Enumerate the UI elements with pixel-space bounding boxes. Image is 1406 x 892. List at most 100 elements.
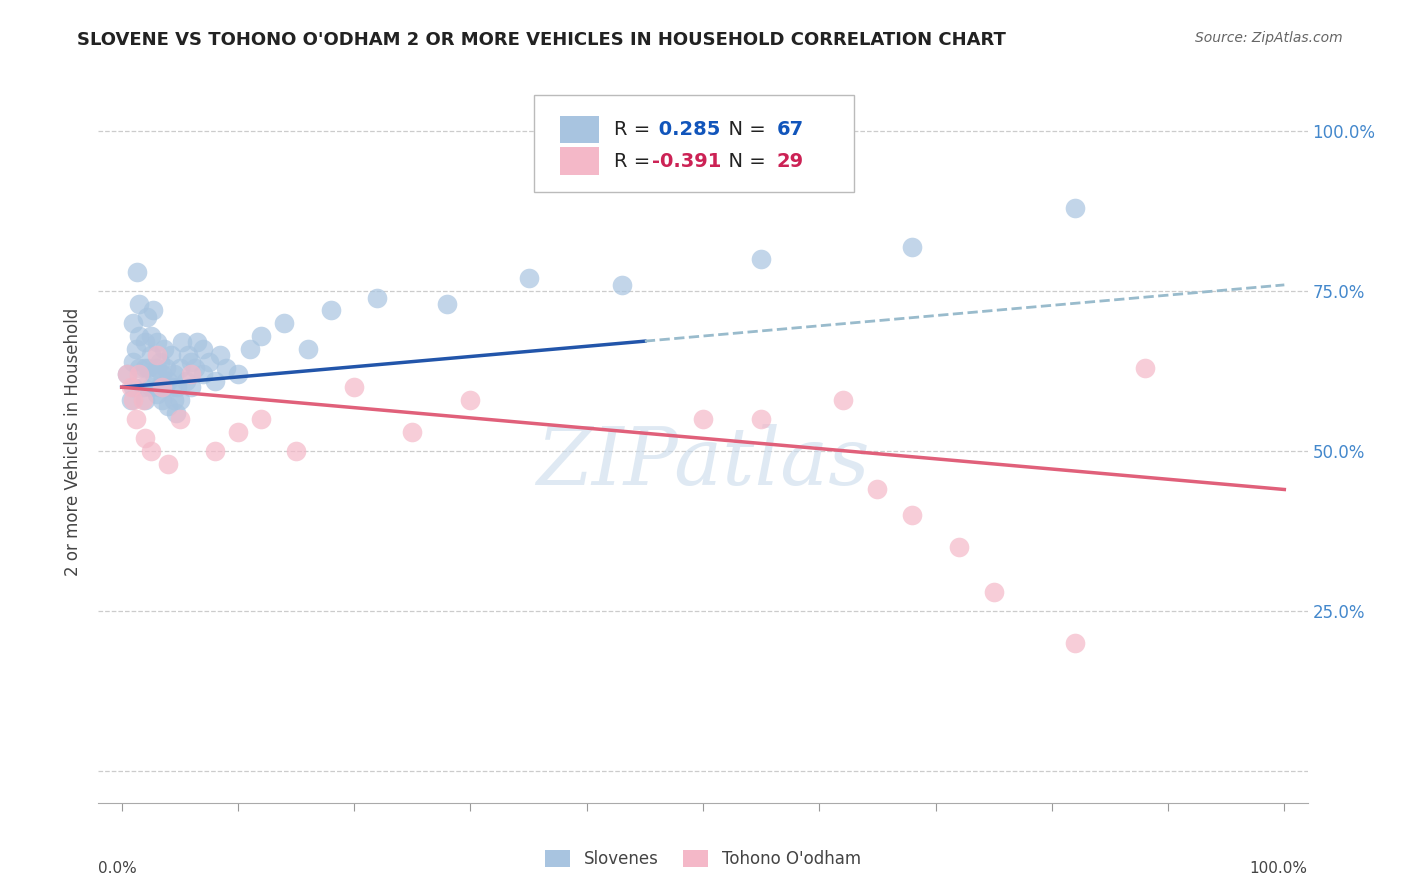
Point [120,392,142,407]
Point [866,483,889,497]
Point [131,392,153,407]
Point [191,342,214,356]
Point [138,361,160,376]
Point [166,380,188,394]
Point [136,310,159,324]
Point [517,271,540,285]
Point [124,412,146,426]
Point [239,342,262,356]
Point [1133,361,1156,376]
Point [172,335,194,350]
Point [139,444,162,458]
Text: R =: R = [613,120,657,139]
Point [169,412,191,426]
Point [139,329,162,343]
Point [186,335,208,350]
Point [160,380,183,394]
Legend: Slovenes, Tohono O'odham: Slovenes, Tohono O'odham [538,843,868,875]
Point [215,361,238,376]
Point [150,368,173,382]
Point [134,392,156,407]
Y-axis label: 2 or more Vehicles in Household: 2 or more Vehicles in Household [65,308,83,575]
Point [401,425,423,439]
Point [122,354,145,368]
Point [184,361,207,376]
Point [174,374,197,388]
Point [180,354,202,368]
Text: -0.391: -0.391 [652,152,721,170]
Point [204,444,226,458]
Point [169,392,191,407]
Point [165,406,187,420]
Point [1064,201,1087,215]
Point [131,380,153,394]
Point [128,361,150,376]
Point [139,380,162,394]
Point [157,457,180,471]
Point [120,380,142,394]
Text: 0.0%: 0.0% [98,861,138,876]
Point [948,540,970,554]
Text: 0.285: 0.285 [652,120,721,139]
Point [134,335,156,350]
Point [122,316,145,330]
Point [150,392,173,407]
Text: 29: 29 [776,152,804,170]
Point [122,392,145,407]
Text: R =: R = [613,152,657,170]
FancyBboxPatch shape [561,147,599,175]
Point [153,380,176,394]
Point [273,316,295,330]
Text: 67: 67 [776,120,804,139]
Point [366,291,388,305]
Point [1064,636,1087,650]
Point [139,348,162,362]
Point [148,380,170,394]
Point [124,342,146,356]
Point [145,348,167,362]
Point [983,584,1005,599]
Point [150,380,173,394]
Text: SLOVENE VS TOHONO O'ODHAM 2 OR MORE VEHICLES IN HOUSEHOLD CORRELATION CHART: SLOVENE VS TOHONO O'ODHAM 2 OR MORE VEHI… [77,31,1007,49]
Point [901,508,924,522]
Point [157,374,180,388]
Point [157,400,180,414]
Point [901,239,924,253]
Point [297,342,319,356]
Point [169,361,191,376]
Point [143,368,166,382]
Point [142,303,165,318]
Point [134,361,156,376]
Point [198,354,221,368]
Point [209,348,232,362]
Point [145,335,167,350]
Point [250,329,273,343]
Point [180,368,202,382]
Text: 100.0%: 100.0% [1250,861,1308,876]
Point [749,252,772,267]
Point [749,412,772,426]
Point [155,361,177,376]
Point [122,380,145,394]
Point [180,380,202,394]
Point [319,303,342,318]
Point [226,425,249,439]
Text: N =: N = [716,152,772,170]
Point [145,361,167,376]
FancyBboxPatch shape [561,116,599,143]
Point [226,368,249,382]
Text: Source: ZipAtlas.com: Source: ZipAtlas.com [1195,31,1343,45]
Point [159,348,181,362]
Point [285,444,308,458]
Point [610,277,633,292]
Point [128,297,150,311]
Point [149,354,172,368]
Point [177,348,200,362]
Point [125,265,148,279]
Point [128,329,150,343]
Point [204,374,226,388]
FancyBboxPatch shape [534,95,855,193]
Point [831,392,853,407]
Point [128,368,150,382]
Point [436,297,458,311]
